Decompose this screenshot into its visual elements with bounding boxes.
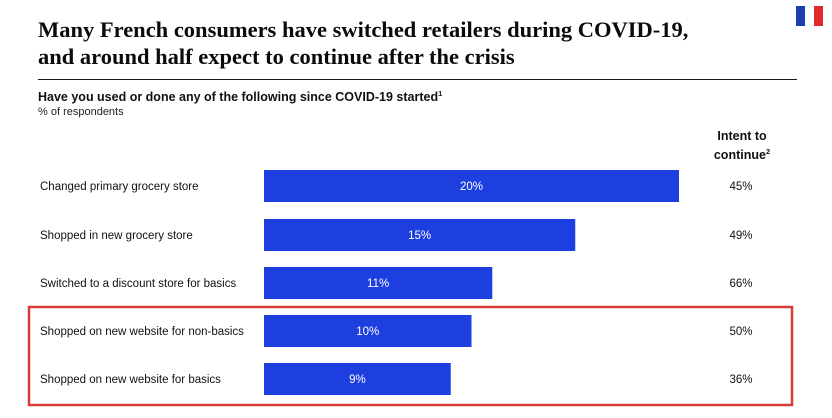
chart-subtitle: Have you used or done any of the followi… <box>38 89 442 104</box>
highlight-box <box>27 305 794 407</box>
bar-value-label: 15% <box>408 230 431 242</box>
category-label: Shopped on new website for non-basics <box>40 326 244 338</box>
unit-label: % of respondents <box>38 106 124 118</box>
bar-value-label: 10% <box>356 326 379 338</box>
category-label: Shopped on new website for basics <box>40 374 221 386</box>
chart-title: Many French consumers have switched reta… <box>38 16 798 70</box>
subtitle-footnote: 1 <box>438 89 443 98</box>
intent-value: 50% <box>729 326 752 338</box>
france-flag-icon <box>796 6 823 26</box>
bar <box>264 219 576 251</box>
intent-header-line-2: continue <box>713 148 766 163</box>
bar <box>264 170 679 202</box>
bar-value-label: 11% <box>367 278 389 290</box>
intent-header-line-1: Intent to <box>717 129 767 143</box>
bar-value-label: 20% <box>460 181 483 193</box>
intent-value: 66% <box>729 278 752 290</box>
flag-stripe-white <box>805 6 814 26</box>
title-line-1: Many French consumers have switched reta… <box>38 17 689 42</box>
category-label: Switched to a discount store for basics <box>40 278 236 290</box>
title-line-2: and around half expect to continue after… <box>38 44 515 69</box>
subtitle-text: Have you used or done any of the followi… <box>38 90 439 105</box>
title-divider <box>38 79 797 80</box>
category-label: Changed primary grocery store <box>40 181 199 193</box>
bar <box>264 267 493 299</box>
flag-stripe-blue <box>796 6 805 26</box>
bar <box>264 363 451 395</box>
intent-column-header: Intent to continue2 <box>692 128 792 163</box>
intent-value: 45% <box>729 181 752 193</box>
bar-value-label: 9% <box>349 374 366 386</box>
intent-value: 49% <box>729 230 752 242</box>
flag-stripe-red <box>814 6 823 26</box>
bar <box>264 315 472 347</box>
category-label: Shopped in new grocery store <box>40 230 193 242</box>
intent-value: 36% <box>729 374 752 386</box>
intent-header-footnote: 2 <box>765 147 771 156</box>
